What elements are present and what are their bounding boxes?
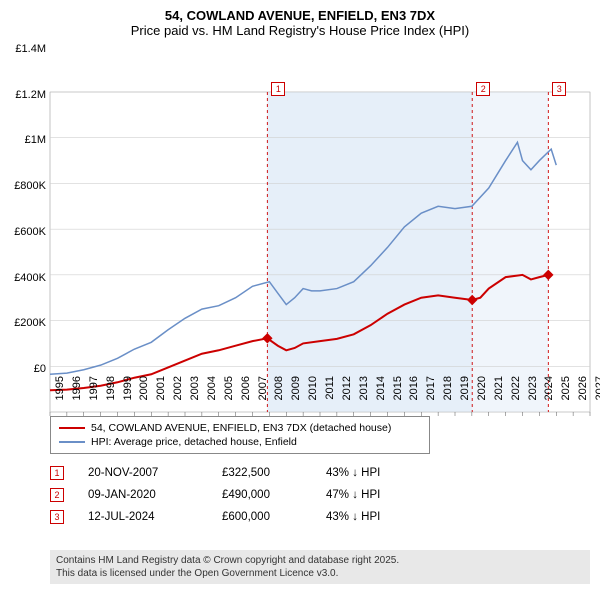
legend-item: 54, COWLAND AVENUE, ENFIELD, EN3 7DX (de… xyxy=(59,421,421,435)
sale-price: £490,000 xyxy=(222,489,302,501)
x-tick-label: 2004 xyxy=(206,376,218,416)
legend: 54, COWLAND AVENUE, ENFIELD, EN3 7DX (de… xyxy=(50,416,430,454)
sale-price: £600,000 xyxy=(222,511,302,523)
chart-container: 54, COWLAND AVENUE, ENFIELD, EN3 7DX Pri… xyxy=(0,0,600,590)
sale-price: £322,500 xyxy=(222,467,302,479)
y-tick-label: £1M xyxy=(2,134,46,146)
x-tick-label: 2005 xyxy=(223,376,235,416)
x-tick-label: 2017 xyxy=(425,376,437,416)
sale-row: 2 09-JAN-2020 £490,000 47% ↓ HPI xyxy=(50,484,416,506)
sale-num-box: 2 xyxy=(50,488,64,502)
footer-line2: This data is licensed under the Open Gov… xyxy=(56,567,584,580)
sale-marker-3: 3 xyxy=(552,82,566,96)
legend-item: HPI: Average price, detached house, Enfi… xyxy=(59,435,421,449)
chart-subtitle: Price paid vs. HM Land Registry's House … xyxy=(0,23,600,42)
footer-line1: Contains HM Land Registry data © Crown c… xyxy=(56,554,584,567)
x-tick-label: 2021 xyxy=(493,376,505,416)
sale-num-box: 1 xyxy=(50,466,64,480)
x-tick-label: 2025 xyxy=(560,376,572,416)
x-tick-label: 1999 xyxy=(122,376,134,416)
y-tick-label: £400K xyxy=(2,272,46,284)
x-tick-label: 2011 xyxy=(324,376,336,416)
sale-marker-2: 2 xyxy=(476,82,490,96)
x-tick-label: 2020 xyxy=(476,376,488,416)
y-tick-label: £800K xyxy=(2,180,46,192)
x-tick-label: 2007 xyxy=(257,376,269,416)
x-tick-label: 2026 xyxy=(577,376,589,416)
x-tick-label: 2014 xyxy=(375,376,387,416)
x-tick-label: 2006 xyxy=(240,376,252,416)
x-tick-label: 2015 xyxy=(392,376,404,416)
x-tick-label: 1996 xyxy=(71,376,83,416)
sale-row: 3 12-JUL-2024 £600,000 43% ↓ HPI xyxy=(50,506,416,528)
x-tick-label: 1995 xyxy=(54,376,66,416)
sale-diff: 43% ↓ HPI xyxy=(326,511,416,523)
x-tick-label: 2024 xyxy=(543,376,555,416)
x-tick-label: 2019 xyxy=(459,376,471,416)
legend-swatch xyxy=(59,441,85,443)
x-tick-label: 2010 xyxy=(307,376,319,416)
x-tick-label: 1997 xyxy=(88,376,100,416)
x-tick-label: 2027 xyxy=(594,376,600,416)
y-tick-label: £600K xyxy=(2,226,46,238)
chart-title: 54, COWLAND AVENUE, ENFIELD, EN3 7DX xyxy=(0,0,600,23)
sale-diff: 43% ↓ HPI xyxy=(326,467,416,479)
x-tick-label: 2013 xyxy=(358,376,370,416)
x-tick-label: 2016 xyxy=(408,376,420,416)
y-tick-label: £200K xyxy=(2,317,46,329)
x-tick-label: 2009 xyxy=(290,376,302,416)
x-tick-label: 2018 xyxy=(442,376,454,416)
sale-date: 20-NOV-2007 xyxy=(88,467,198,479)
x-tick-label: 2023 xyxy=(527,376,539,416)
y-tick-label: £0 xyxy=(2,363,46,375)
sale-diff: 47% ↓ HPI xyxy=(326,489,416,501)
sale-row: 1 20-NOV-2007 £322,500 43% ↓ HPI xyxy=(50,462,416,484)
x-tick-label: 2022 xyxy=(510,376,522,416)
x-tick-label: 2012 xyxy=(341,376,353,416)
sale-date: 12-JUL-2024 xyxy=(88,511,198,523)
y-tick-label: £1.2M xyxy=(2,89,46,101)
x-tick-label: 2001 xyxy=(155,376,167,416)
x-tick-label: 1998 xyxy=(105,376,117,416)
x-tick-label: 2008 xyxy=(273,376,285,416)
x-tick-label: 2000 xyxy=(138,376,150,416)
x-tick-label: 2002 xyxy=(172,376,184,416)
x-tick-label: 2003 xyxy=(189,376,201,416)
sale-marker-1: 1 xyxy=(271,82,285,96)
footer: Contains HM Land Registry data © Crown c… xyxy=(50,550,590,584)
legend-label: 54, COWLAND AVENUE, ENFIELD, EN3 7DX (de… xyxy=(91,422,391,434)
legend-swatch xyxy=(59,427,85,429)
sale-num-box: 3 xyxy=(50,510,64,524)
legend-label: HPI: Average price, detached house, Enfi… xyxy=(91,436,297,448)
sales-table: 1 20-NOV-2007 £322,500 43% ↓ HPI 2 09-JAN-202… xyxy=(50,462,416,528)
sale-date: 09-JAN-2020 xyxy=(88,489,198,501)
y-tick-label: £1.4M xyxy=(2,43,46,55)
